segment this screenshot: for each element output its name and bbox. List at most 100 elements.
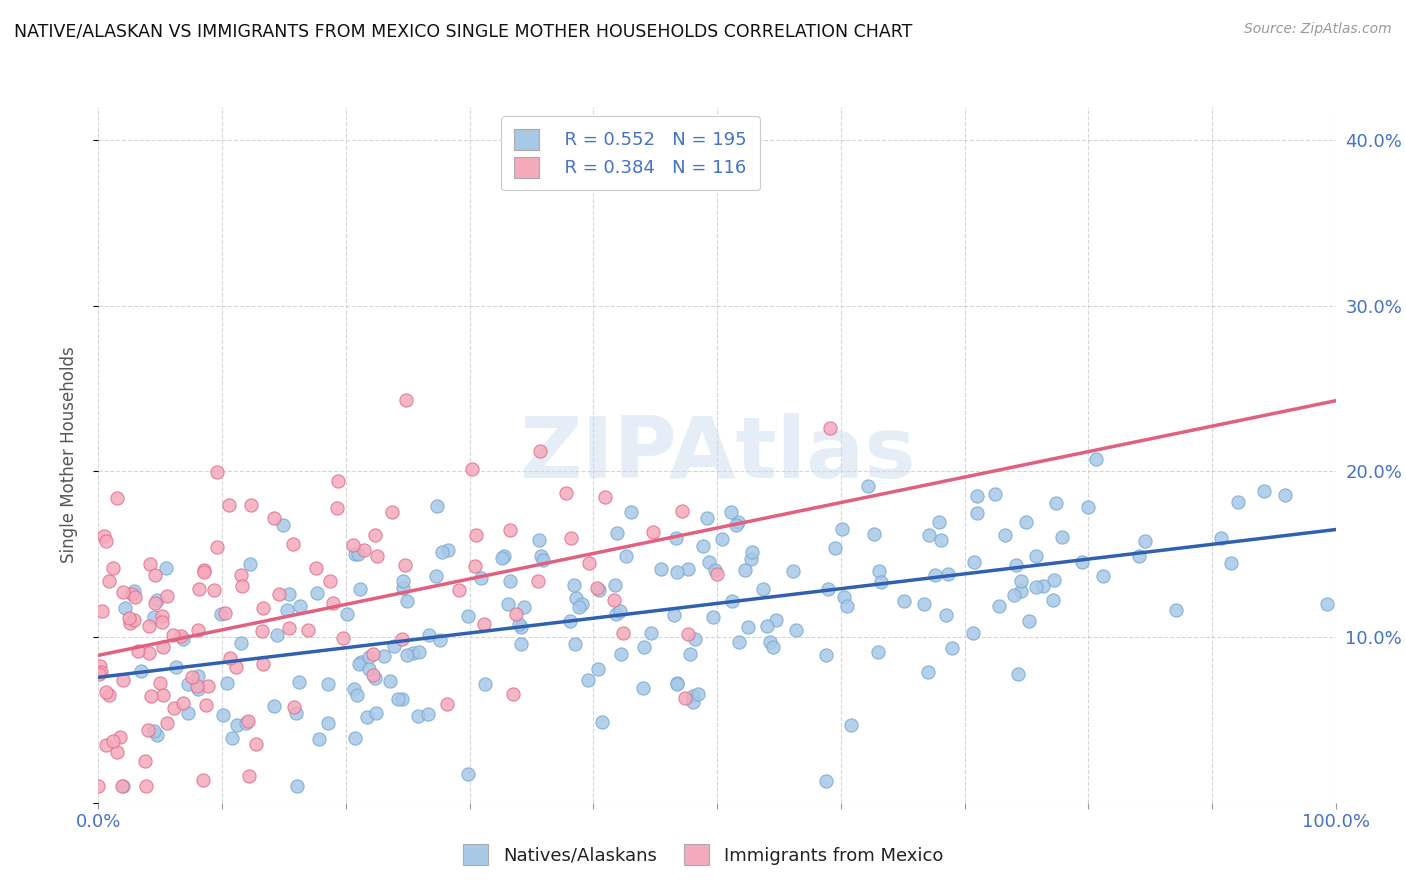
Point [470, 571, 492, 585]
Point [560, 531, 582, 545]
Point [464, 527, 486, 541]
Point [284, 706, 307, 720]
Point [212, 707, 235, 722]
Point [706, 567, 728, 582]
Point [146, 592, 169, 607]
Point [633, 640, 655, 654]
Point [87, 779, 110, 793]
Point [143, 568, 166, 582]
Point [762, 640, 785, 654]
Point [962, 625, 984, 640]
Point [839, 718, 862, 732]
Point [756, 619, 779, 633]
Point [326, 501, 349, 516]
Point [759, 634, 782, 648]
Point [344, 731, 367, 745]
Point [665, 531, 688, 545]
Point [936, 567, 959, 582]
Point [682, 689, 704, 703]
Point [155, 561, 177, 575]
Point [727, 515, 749, 529]
Text: Source: ZipAtlas.com: Source: ZipAtlas.com [1244, 22, 1392, 37]
Point [782, 565, 804, 579]
Point [683, 632, 706, 646]
Point [134, 754, 156, 768]
Point [381, 505, 404, 519]
Point [252, 657, 274, 671]
Point [105, 491, 128, 505]
Point [1007, 666, 1029, 681]
Point [676, 627, 699, 641]
Point [416, 706, 439, 721]
Point [912, 598, 935, 612]
Point [724, 517, 747, 532]
Point [373, 648, 395, 663]
Point [496, 597, 519, 611]
Point [928, 516, 950, 530]
Point [609, 647, 631, 661]
Point [1227, 495, 1250, 509]
Point [229, 635, 252, 649]
Point [631, 681, 654, 695]
Point [765, 613, 787, 627]
Point [214, 606, 236, 620]
Point [162, 628, 184, 642]
Point [283, 537, 305, 551]
Point [394, 558, 416, 572]
Point [363, 671, 385, 685]
Point [994, 528, 1017, 542]
Point [499, 574, 522, 588]
Point [107, 745, 129, 759]
Point [316, 677, 339, 691]
Point [89, 658, 111, 673]
Point [1010, 584, 1032, 599]
Point [586, 662, 609, 676]
Point [357, 663, 380, 677]
Point [238, 714, 260, 729]
Point [202, 582, 225, 597]
Point [347, 657, 370, 671]
Point [98, 574, 121, 588]
Point [215, 676, 238, 690]
Point [603, 592, 626, 607]
Point [205, 540, 228, 554]
Y-axis label: Single Mother Households: Single Mother Households [59, 347, 77, 563]
Point [620, 506, 643, 520]
Point [297, 624, 319, 638]
Point [963, 555, 986, 569]
Point [1077, 500, 1099, 514]
Point [392, 581, 415, 595]
Point [510, 637, 533, 651]
Point [491, 551, 513, 566]
Point [676, 561, 699, 575]
Point [103, 561, 125, 575]
Point [564, 636, 586, 650]
Point [391, 692, 413, 706]
Point [686, 687, 709, 701]
Point [665, 676, 688, 690]
Point [187, 623, 209, 637]
Point [395, 392, 418, 407]
Point [935, 608, 957, 623]
Point [418, 628, 440, 642]
Point [195, 698, 218, 712]
Point [142, 609, 165, 624]
Point [1010, 574, 1032, 588]
Point [1002, 588, 1025, 602]
Point [150, 609, 173, 624]
Point [835, 599, 858, 614]
Point [263, 699, 285, 714]
Point [177, 677, 200, 691]
Point [1025, 549, 1047, 563]
Point [111, 779, 134, 793]
Point [966, 506, 988, 520]
Point [461, 462, 484, 476]
Point [187, 681, 209, 696]
Point [266, 628, 288, 642]
Point [571, 597, 593, 611]
Point [650, 561, 672, 575]
Point [187, 669, 209, 683]
Point [90, 603, 112, 617]
Point [605, 577, 627, 591]
Point [734, 563, 756, 577]
